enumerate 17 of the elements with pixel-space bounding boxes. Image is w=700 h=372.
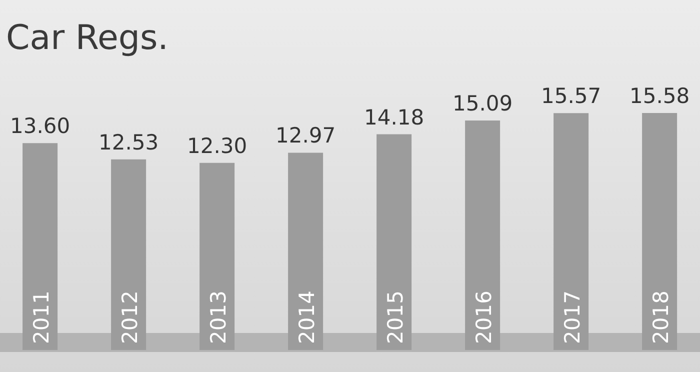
x-tick-label: 2011 bbox=[29, 290, 54, 344]
data-label: 15.58 bbox=[629, 84, 690, 108]
x-tick-label: 2016 bbox=[472, 290, 496, 344]
data-label: 15.57 bbox=[540, 84, 602, 108]
chart-title: Car Regs. bbox=[6, 18, 168, 58]
data-label: 13.60 bbox=[10, 114, 70, 138]
x-tick-label: 2012 bbox=[118, 290, 142, 344]
data-label: 12.53 bbox=[98, 130, 159, 154]
x-tick-label: 2015 bbox=[383, 290, 408, 344]
data-label: 15.09 bbox=[452, 91, 513, 116]
x-tick-label: 2017 bbox=[560, 290, 584, 344]
data-label: 14.18 bbox=[364, 105, 424, 130]
data-label: 12.97 bbox=[275, 124, 336, 148]
x-tick-label: 2014 bbox=[294, 290, 319, 344]
x-tick-label: 2013 bbox=[206, 290, 230, 344]
x-tick-label: 2018 bbox=[648, 290, 673, 344]
data-label: 12.30 bbox=[186, 134, 248, 158]
